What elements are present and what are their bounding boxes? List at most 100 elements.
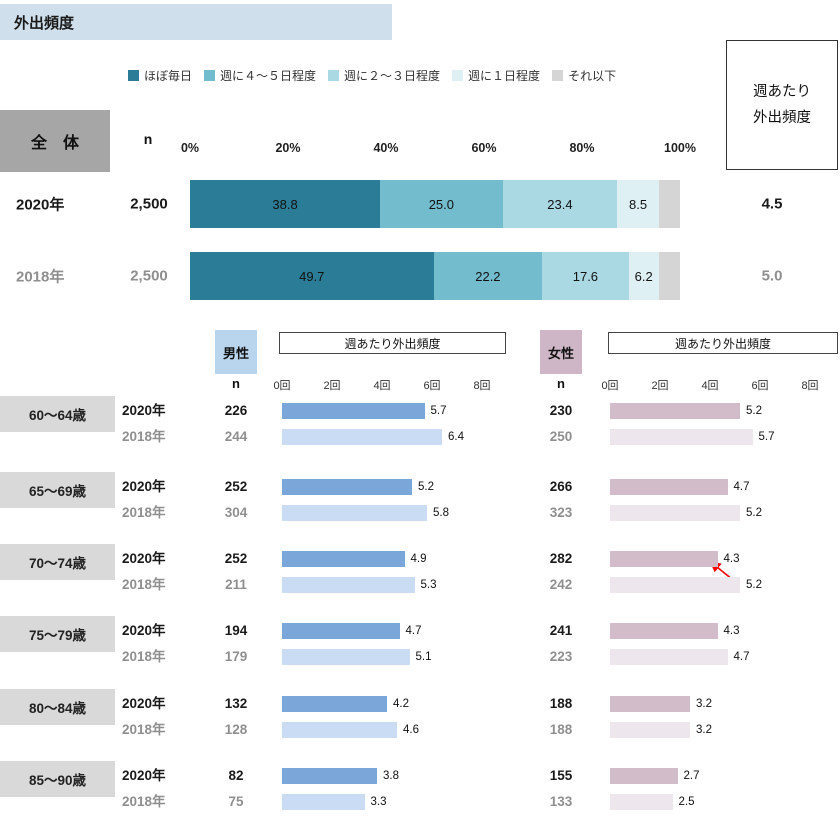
male-bar bbox=[282, 551, 405, 567]
legend: ほぼ毎日 週に４～５日程度 週に２～３日程度 週に１日程度 それ以下 bbox=[128, 67, 616, 84]
male-bar-value: 4.9 bbox=[410, 553, 427, 565]
bar-segment: 17.6 bbox=[542, 252, 629, 300]
axis-tick: 0回 bbox=[273, 380, 291, 392]
female-n-value: 241 bbox=[549, 623, 573, 638]
female-bar bbox=[610, 649, 728, 665]
female-n-value: 323 bbox=[549, 505, 573, 520]
female-bar bbox=[610, 722, 690, 738]
male-bar bbox=[282, 649, 410, 665]
axis-tick: 60% bbox=[471, 141, 497, 155]
bar-segment: 23.4 bbox=[502, 180, 618, 228]
legend-label: それ以下 bbox=[568, 69, 617, 83]
male-bar-value: 5.3 bbox=[420, 579, 437, 591]
age-group-label: 60～64歳 bbox=[0, 396, 115, 432]
age-group-label: 65～69歳 bbox=[0, 472, 115, 508]
overall-total-label: 全 体 bbox=[0, 110, 110, 172]
overall-row: 2018年 2,500 49.7 22.2 17.6 6.2 5.0 bbox=[0, 252, 840, 300]
female-n-value: 230 bbox=[549, 403, 573, 418]
axis-tick: 8回 bbox=[801, 380, 819, 392]
female-n-value: 266 bbox=[549, 479, 573, 494]
female-bar bbox=[610, 429, 753, 445]
female-n-value: 133 bbox=[549, 794, 573, 809]
male-n-header: n bbox=[232, 376, 240, 391]
male-bar-value: 4.7 bbox=[405, 625, 422, 637]
female-bar bbox=[610, 505, 740, 521]
female-bar-value: 3.2 bbox=[696, 724, 712, 736]
axis-tick: 40% bbox=[373, 141, 399, 155]
overall-n-value: 2,500 bbox=[130, 195, 168, 213]
row-year-label: 2018年 bbox=[122, 429, 166, 444]
bar-segment: 22.2 bbox=[433, 252, 543, 300]
female-bar bbox=[610, 577, 740, 593]
male-n-value: 82 bbox=[228, 768, 244, 783]
male-n-value: 75 bbox=[228, 794, 244, 809]
male-bar bbox=[282, 403, 425, 419]
axis-tick: 2回 bbox=[651, 380, 669, 392]
page-title: 外出頻度 bbox=[0, 4, 392, 40]
axis-tick: 6回 bbox=[423, 380, 441, 392]
female-bar-value: 4.3 bbox=[723, 553, 740, 565]
axis-tick: 0回 bbox=[601, 380, 619, 392]
legend-item: 週に４～５日程度 bbox=[204, 67, 316, 84]
row-year-label: 2020年 bbox=[122, 403, 166, 418]
row-year-label: 2020年 bbox=[122, 623, 166, 638]
axis-tick: 4回 bbox=[701, 380, 719, 392]
legend-swatch-icon bbox=[204, 70, 216, 81]
axis-tick: 2回 bbox=[323, 380, 341, 392]
male-bar bbox=[282, 505, 427, 521]
legend-swatch-icon bbox=[552, 70, 564, 81]
female-n-value: 188 bbox=[549, 696, 573, 711]
age-group-label: 80～84歳 bbox=[0, 689, 115, 725]
male-n-value: 244 bbox=[224, 429, 248, 444]
male-bar-value: 3.8 bbox=[383, 770, 399, 782]
legend-item: 週に２～３日程度 bbox=[328, 67, 440, 84]
bar-segment: 6.2 bbox=[628, 252, 659, 300]
row-year-label: 2020年 bbox=[122, 696, 166, 711]
axis-tick: 0% bbox=[180, 141, 200, 155]
row-year-label: 2020年 bbox=[122, 768, 166, 783]
male-bar-value: 5.8 bbox=[433, 507, 449, 519]
male-bar bbox=[282, 696, 387, 712]
axis-tick: 8回 bbox=[473, 380, 491, 392]
overall-row: 2020年 2,500 38.8 25.0 23.4 8.5 4.5 bbox=[0, 180, 840, 228]
bar-segment bbox=[658, 252, 680, 300]
female-bar bbox=[610, 696, 690, 712]
legend-swatch-icon bbox=[328, 70, 340, 81]
female-n-value: 242 bbox=[549, 577, 573, 592]
weekly-frequency-box: 週あたり 外出頻度 bbox=[726, 40, 838, 170]
male-n-value: 226 bbox=[224, 403, 248, 418]
female-bar-value: 3.2 bbox=[696, 698, 712, 710]
female-bar bbox=[610, 623, 718, 639]
bar-segment bbox=[658, 180, 680, 228]
female-bar bbox=[610, 479, 728, 495]
female-n-value: 282 bbox=[549, 551, 573, 566]
overall-percent-axis: 0% 20% 40% 60% 80% 100% bbox=[181, 141, 696, 157]
female-panel-header: 週あたり外出頻度 bbox=[608, 332, 838, 354]
male-n-value: 128 bbox=[224, 722, 248, 737]
axis-tick: 100% bbox=[664, 141, 696, 155]
legend-label: 週に１日程度 bbox=[468, 69, 541, 83]
female-bar-value: 5.2 bbox=[746, 405, 762, 417]
legend-item: それ以下 bbox=[552, 67, 616, 84]
female-n-value: 155 bbox=[549, 768, 573, 783]
male-bar-value: 3.3 bbox=[370, 796, 387, 808]
axis-tick: 80% bbox=[569, 141, 595, 155]
female-bar bbox=[610, 794, 673, 810]
male-turn-axis: 0回 2回 4回 6回 8回 bbox=[273, 377, 490, 392]
male-bar-value: 6.4 bbox=[448, 431, 464, 443]
row-year-label: 2018年 bbox=[122, 577, 166, 592]
legend-label: 週に４～５日程度 bbox=[220, 69, 317, 83]
male-bar bbox=[282, 577, 415, 593]
weekly-box-line2: 外出頻度 bbox=[753, 110, 811, 126]
male-bar bbox=[282, 429, 442, 445]
legend-item: 週に１日程度 bbox=[452, 67, 540, 84]
male-n-value: 252 bbox=[224, 551, 248, 566]
male-n-value: 194 bbox=[224, 623, 248, 638]
male-bar bbox=[282, 768, 377, 784]
female-bar-value: 4.3 bbox=[723, 625, 740, 637]
axis-tick: 6回 bbox=[751, 380, 769, 392]
bar-segment: 38.8 bbox=[190, 180, 381, 228]
male-bar bbox=[282, 623, 400, 639]
bar-segment: 49.7 bbox=[190, 252, 434, 300]
